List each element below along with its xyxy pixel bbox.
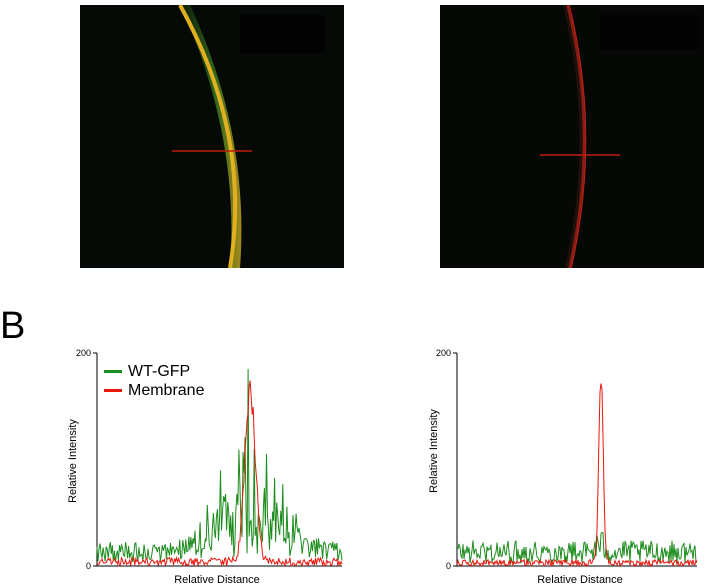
scale-overlay [240, 15, 325, 53]
legend-item-membrane: Membrane [104, 381, 204, 400]
left-plot: 0 200 [76, 345, 350, 587]
right-plot-svg: 0 200 [436, 348, 698, 571]
right-micrograph-svg [440, 5, 704, 268]
legend-label-membrane: Membrane [128, 382, 205, 399]
right-micrograph [440, 5, 704, 268]
series-line-gfp [456, 531, 698, 564]
y-tick-label: 0 [86, 561, 91, 571]
legend-item-gfp: WT-GFP [104, 362, 204, 381]
cell-edge-glow [563, 5, 586, 268]
scale-overlay [600, 15, 700, 50]
left-ylabel: Relative Intensity [67, 419, 79, 503]
panel-label: B [0, 305, 26, 347]
right-plot: 0 200 [420, 345, 700, 587]
right-ylabel: Relative Intensity [428, 409, 440, 493]
left-xlabel: Relative Distance [174, 574, 260, 586]
y-tick-label: 0 [446, 561, 451, 571]
legend-swatch-membrane [104, 389, 122, 392]
cell-edge-membrane [178, 5, 238, 268]
right-xlabel: Relative Distance [537, 574, 623, 586]
left-plot-svg: 0 200 [76, 348, 343, 571]
series-line-membrane [456, 383, 698, 568]
series-line-membrane [96, 380, 343, 568]
legend-label-gfp: WT-GFP [128, 363, 191, 380]
legend: WT-GFP Membrane [104, 362, 204, 400]
y-tick-label: 200 [436, 348, 451, 358]
y-tick-label: 200 [76, 348, 91, 358]
legend-swatch-gfp [104, 370, 122, 373]
left-micrograph-svg [80, 5, 344, 268]
left-micrograph [80, 5, 344, 268]
